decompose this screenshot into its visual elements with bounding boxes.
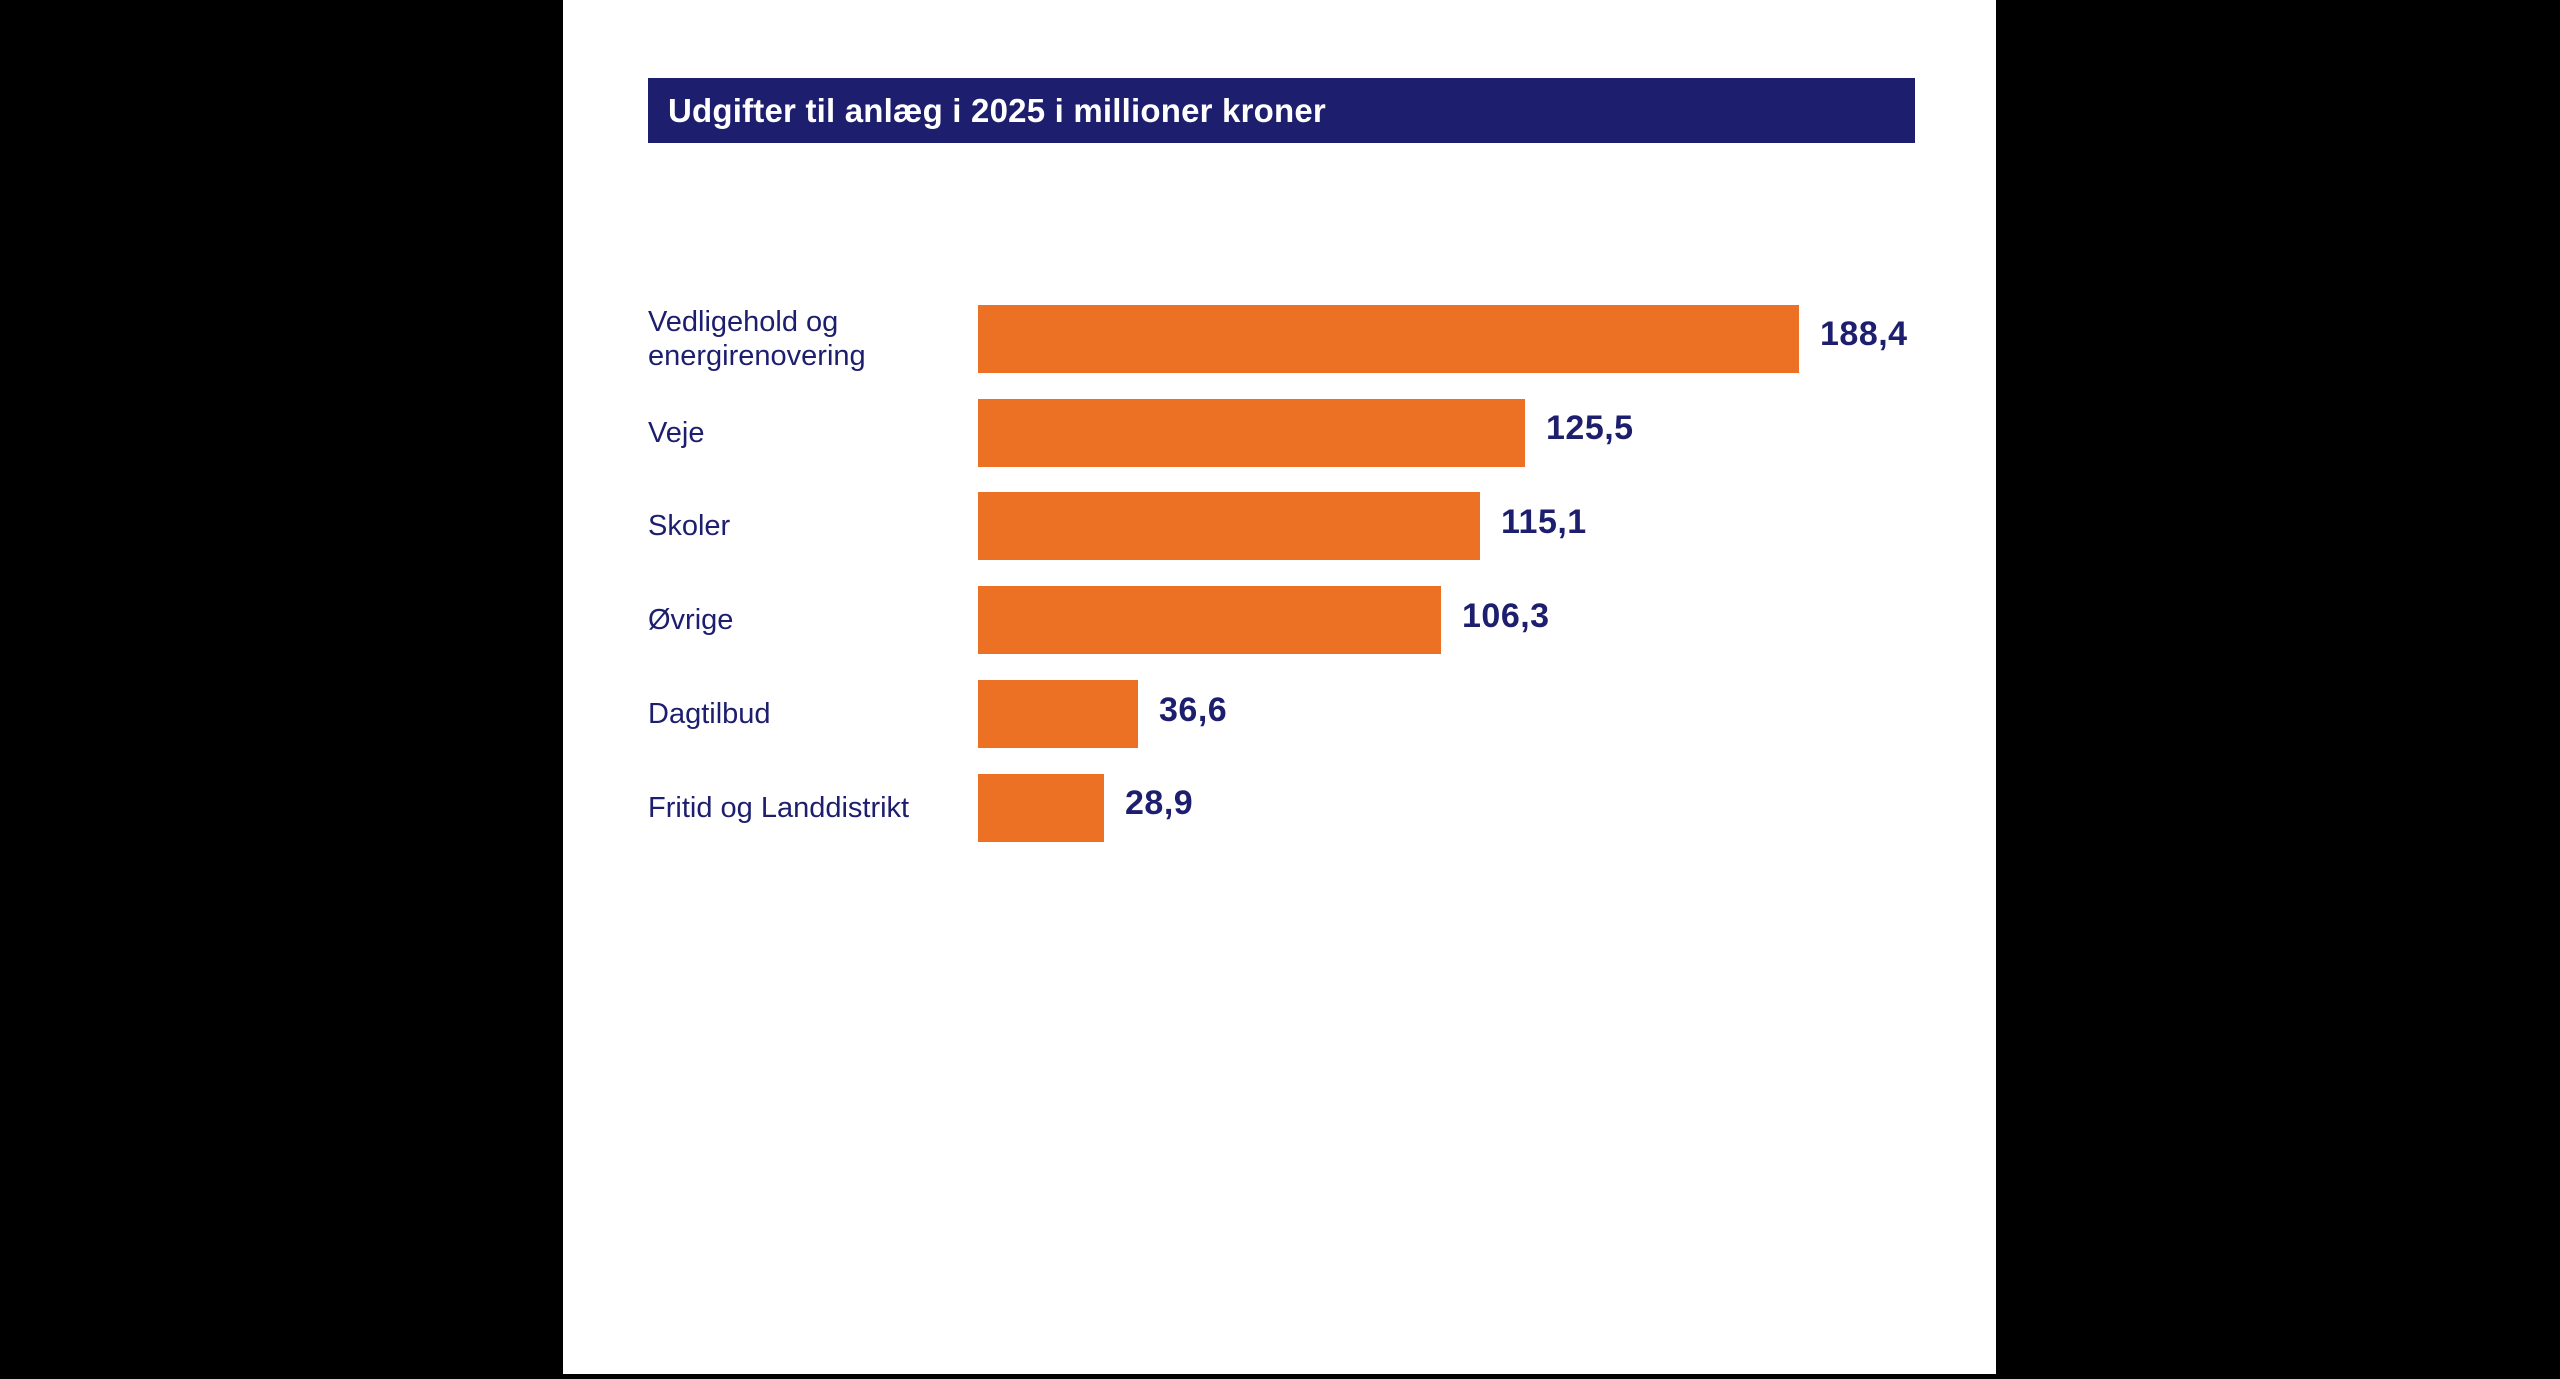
bar-ovrige	[978, 586, 1441, 655]
value-label: 106,3	[1462, 596, 1550, 635]
category-label: Fritid og Landdistrikt	[648, 791, 910, 824]
value-label: 36,6	[1159, 690, 1228, 729]
bar-cell: 106,3	[978, 573, 1978, 667]
chart-row: Dagtilbud 36,6	[648, 667, 1978, 761]
bar-cell: 188,4	[978, 292, 1978, 386]
value-label: 28,9	[1125, 784, 1194, 823]
infographic-canvas: Udgifter til anlæg i 2025 i millioner kr…	[563, 0, 1996, 1374]
bar-cell: 36,6	[978, 667, 1978, 761]
category-label: Veje	[648, 416, 705, 449]
chart-row: Fritid og Landdistrikt 28,9	[648, 761, 1978, 855]
bar-cell: 125,5	[978, 386, 1978, 480]
bar-fritid	[978, 773, 1104, 842]
chart-title-banner: Udgifter til anlæg i 2025 i millioner kr…	[648, 78, 1915, 143]
value-label: 115,1	[1501, 502, 1587, 541]
bar-dagtilbud	[978, 680, 1138, 749]
bar-skoler	[978, 492, 1480, 561]
bar-cell: 28,9	[978, 761, 1978, 855]
chart-row: Skoler 115,1	[648, 480, 1978, 574]
category-label: Vedligehold og energirenovering	[648, 305, 866, 372]
bar-cell: 115,1	[978, 480, 1978, 574]
chart-row: Veje 125,5	[648, 386, 1978, 480]
bar-vedligehold	[978, 304, 1799, 373]
category-label: Dagtilbud	[648, 698, 771, 731]
chart-row: Øvrige 106,3	[648, 573, 1978, 667]
bar-veje	[978, 398, 1525, 467]
value-label: 125,5	[1546, 409, 1634, 448]
chart-title: Udgifter til anlæg i 2025 i millioner kr…	[668, 91, 1326, 129]
value-label: 188,4	[1820, 315, 1908, 354]
category-label: Øvrige	[648, 604, 734, 637]
chart-row: Vedligehold og energirenovering 188,4	[648, 292, 1978, 386]
bar-chart: Vedligehold og energirenovering 188,4 Ve…	[648, 292, 1978, 855]
category-label: Skoler	[648, 510, 731, 543]
